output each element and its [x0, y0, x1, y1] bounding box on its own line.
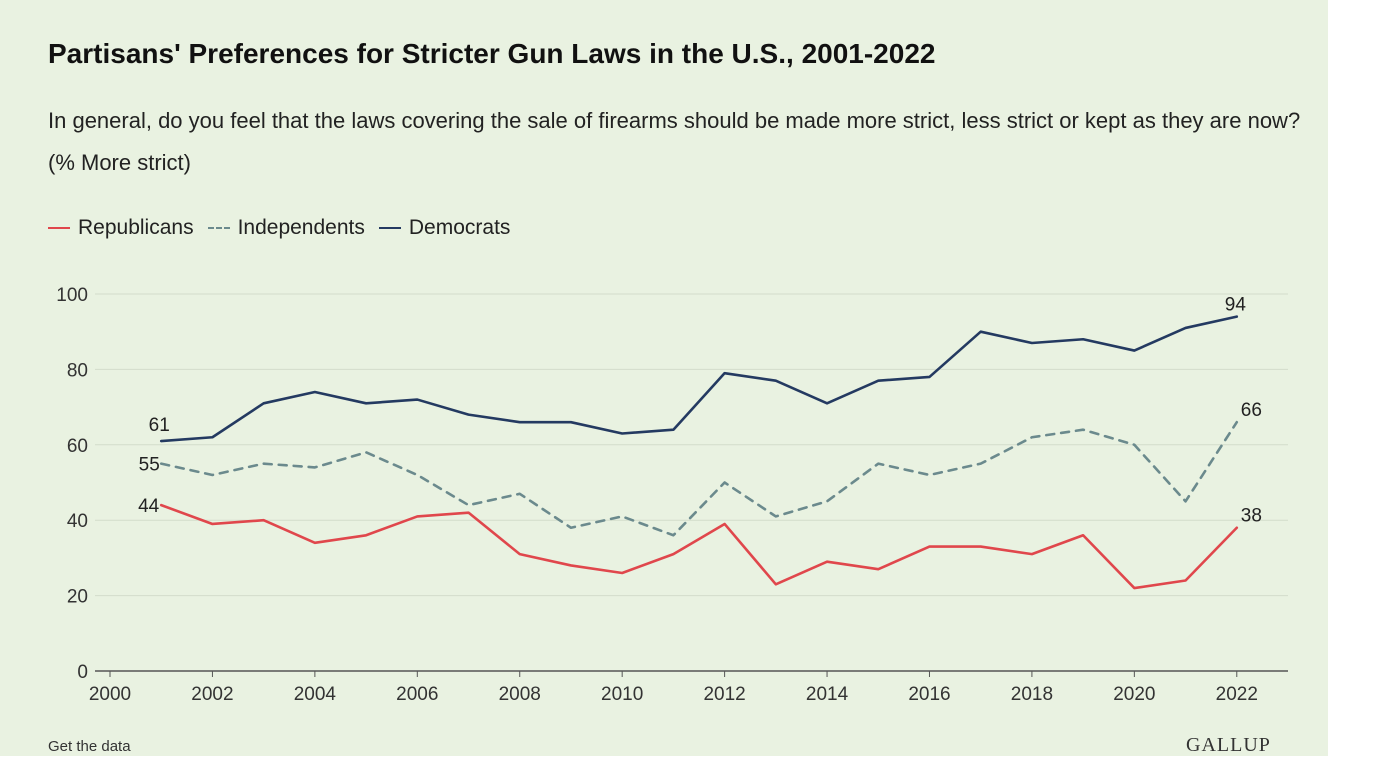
x-tick-label: 2022 — [1216, 684, 1258, 705]
y-tick-label: 100 — [56, 285, 88, 306]
get-data-link[interactable]: Get the data — [48, 738, 131, 755]
legend-label-democrats: Democrats — [408, 216, 511, 239]
chart-title: Partisans' Preferences for Stricter Gun … — [48, 38, 936, 69]
data-label: 38 — [1241, 506, 1262, 527]
y-tick-label: 20 — [67, 587, 88, 608]
line-chart-plot: 0 20 40 60 80 100 2000 2002 2004 2006 2008 2010 2012… — [56, 285, 1288, 705]
legend-item-independents: Independents — [207, 216, 365, 240]
x-tick-label: 2002 — [191, 684, 233, 705]
series-line-democrats — [159, 315, 1239, 443]
series-line-independents — [159, 420, 1239, 537]
y-tick-label: 60 — [67, 436, 88, 457]
chart-legend: Republicans Independents Democrats — [48, 216, 524, 240]
legend-label-independents: Independents — [237, 216, 365, 239]
y-tick-label: 40 — [67, 511, 88, 532]
legend-label-republicans: Republicans — [78, 216, 194, 239]
legend-swatch-independents — [207, 227, 230, 229]
legend-item-republicans: Republicans — [48, 216, 194, 240]
y-tick-label: 0 — [77, 662, 88, 683]
x-tick-label: 2006 — [396, 684, 438, 705]
x-tick-label: 2018 — [1011, 684, 1053, 705]
x-tick-label: 2010 — [601, 684, 643, 705]
data-label: 66 — [1241, 400, 1262, 421]
data-label: 94 — [1225, 295, 1247, 316]
y-tick-label: 80 — [67, 360, 88, 381]
legend-item-democrats: Democrats — [378, 216, 511, 240]
data-label: 55 — [139, 455, 160, 476]
x-tick-label: 2012 — [703, 684, 745, 705]
x-tick-label: 2000 — [89, 684, 131, 705]
gallup-logo: GALLUP — [1186, 734, 1271, 756]
x-tick-label: 2004 — [294, 684, 337, 705]
chart-panel: Partisans' Preferences for Stricter Gun … — [0, 0, 1328, 756]
legend-swatch-democrats — [378, 227, 401, 229]
x-tick-label: 2016 — [908, 684, 950, 705]
data-label: 61 — [149, 415, 170, 436]
chart-subtitle: In general, do you feel that the laws co… — [48, 108, 1301, 175]
x-tick-label: 2008 — [499, 684, 541, 705]
x-tick-label: 2014 — [806, 684, 849, 705]
legend-swatch-republicans — [48, 227, 70, 229]
data-label: 44 — [138, 496, 160, 517]
x-tick-label: 2020 — [1113, 684, 1155, 705]
series-line-republicans — [159, 503, 1239, 590]
